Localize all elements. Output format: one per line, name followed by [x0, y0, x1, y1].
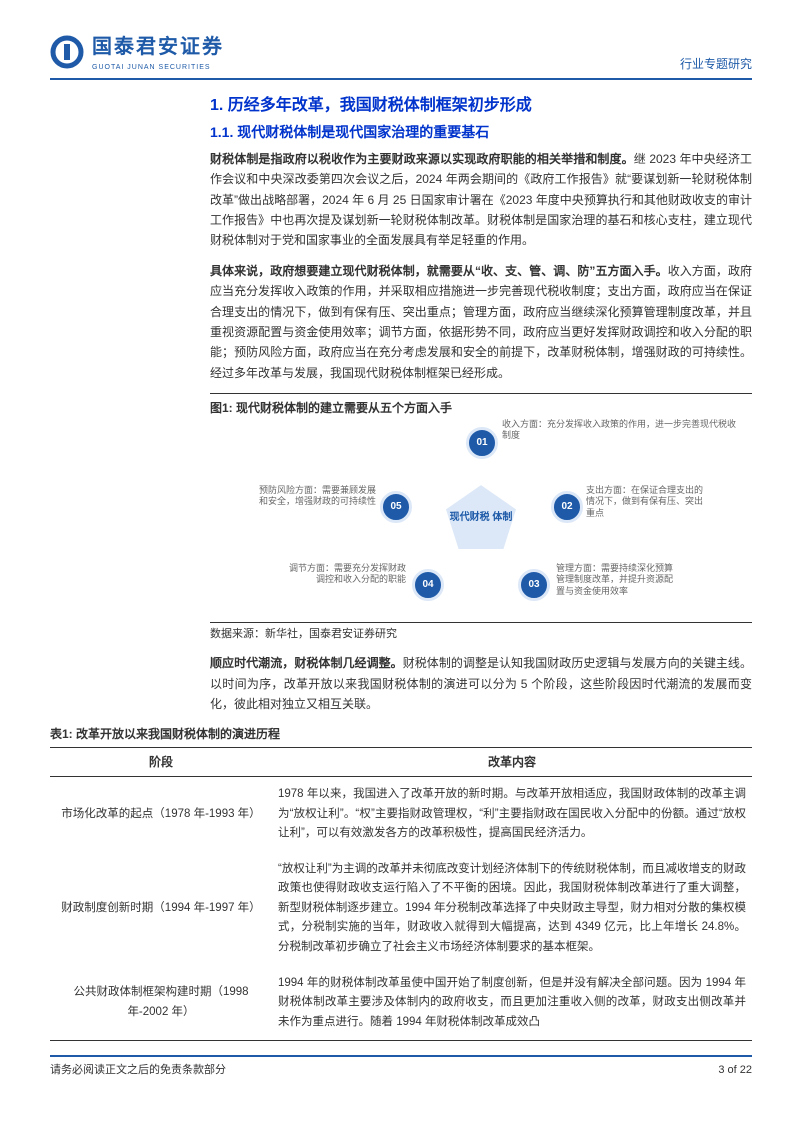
table1-col-stage: 阶段: [50, 747, 272, 776]
fig1-node-05: 05: [380, 491, 412, 523]
brand-name-cn: 国泰君安证券: [92, 30, 224, 64]
fig1-center: 现代财税 体制: [446, 485, 516, 549]
table1-col-content: 改革内容: [272, 747, 752, 776]
table1-r2-stage: 公共财政体制框架构建时期（1998 年-2002 年）: [50, 966, 272, 1041]
fig1-label-05: 预防风险方面：需要兼顾发展和安全，增强财政的可持续性: [256, 485, 376, 508]
table1-r1-content: “放权让利”为主调的改革并未彻底改变计划经济体制下的传统财税体制，而且减收增支的…: [272, 852, 752, 966]
heading-1-1: 1.1. 现代财税体制是现代国家治理的重要基石: [50, 121, 752, 145]
table1: 阶段 改革内容 市场化改革的起点（1978 年-1993 年） 1978 年以来…: [50, 747, 752, 1041]
footer-page-number: 3 of 22: [718, 1061, 752, 1080]
para2-body: 收入方面，政府应当充分发挥收入政策的作用，并采取相应措施进一步完善现代税收制度；…: [210, 264, 752, 380]
para1-body: 继 2023 年中央经济工作会议和中央深改委第四次会议之后，2024 年两会期间…: [210, 152, 752, 248]
fig1-node-04: 04: [412, 569, 444, 601]
doc-type-label: 行业专题研究: [680, 54, 752, 74]
footer-disclaimer: 请务必阅读正文之后的免责条款部分: [50, 1061, 226, 1080]
paragraph-1: 财税体制是指政府以税收作为主要财政来源以实现政府职能的相关举措和制度。继 202…: [210, 149, 752, 251]
fig1-label-03: 管理方面：需要持续深化预算管理制度改革，并提升资源配置与资金使用效率: [556, 563, 676, 598]
fig1-node-01: 01: [466, 427, 498, 459]
paragraph-2: 具体来说，政府想要建立现代财税体制，就需要从“收、支、管、调、防”五方面入手。收…: [210, 261, 752, 383]
table1-r1-stage: 财政制度创新时期（1994 年-1997 年）: [50, 852, 272, 966]
para2-lead: 具体来说，政府想要建立现代财税体制，就需要从“收、支、管、调、防”五方面入手。: [210, 264, 668, 278]
logo-icon: [50, 35, 84, 69]
figure1-title: 图1: 现代财税体制的建立需要从五个方面入手: [210, 393, 752, 418]
fig1-node-03: 03: [518, 569, 550, 601]
figure1-diagram: 收入方面：充分发挥收入政策的作用，进一步完善现代税收制度 支出方面：在保证合理支…: [210, 419, 752, 616]
table1-title: 表1: 改革开放以来我国财税体制的演进历程: [50, 724, 752, 744]
page-header: 国泰君安证券 GUOTAI JUNAN SECURITIES 行业专题研究: [50, 30, 752, 80]
table1-r0-content: 1978 年以来，我国进入了改革开放的新时期。与改革开放相适应，我国财政体制的改…: [272, 777, 752, 852]
page-footer: 请务必阅读正文之后的免责条款部分 3 of 22: [50, 1055, 752, 1080]
table1-r0-stage: 市场化改革的起点（1978 年-1993 年）: [50, 777, 272, 852]
table-row: 市场化改革的起点（1978 年-1993 年） 1978 年以来，我国进入了改革…: [50, 777, 752, 852]
brand-name-en: GUOTAI JUNAN SECURITIES: [92, 62, 224, 74]
para3-lead: 顺应时代潮流，财税体制几经调整。: [210, 656, 403, 670]
table-row: 公共财政体制框架构建时期（1998 年-2002 年） 1994 年的财税体制改…: [50, 966, 752, 1041]
fig1-node-02: 02: [551, 491, 583, 523]
figure1-source: 数据来源：新华社，国泰君安证券研究: [210, 622, 752, 644]
fig1-label-04: 调节方面：需要充分发挥财政调控和收入分配的职能: [286, 563, 406, 586]
paragraph-3: 顺应时代潮流，财税体制几经调整。财税体制的调整是认知我国财政历史逻辑与发展方向的…: [210, 653, 752, 714]
brand-logo: 国泰君安证券 GUOTAI JUNAN SECURITIES: [50, 30, 224, 74]
heading-1: 1. 历经多年改革，我国财税体制框架初步形成: [50, 92, 752, 119]
table1-r2-content: 1994 年的财税体制改革虽使中国开始了制度创新，但是并没有解决全部问题。因为 …: [272, 966, 752, 1041]
para1-lead: 财税体制是指政府以税收作为主要财政来源以实现政府职能的相关举措和制度。: [210, 152, 634, 166]
fig1-label-02: 支出方面：在保证合理支出的情况下，做到有保有压、突出重点: [586, 485, 706, 520]
table-row: 财政制度创新时期（1994 年-1997 年） “放权让利”为主调的改革并未彻底…: [50, 852, 752, 966]
